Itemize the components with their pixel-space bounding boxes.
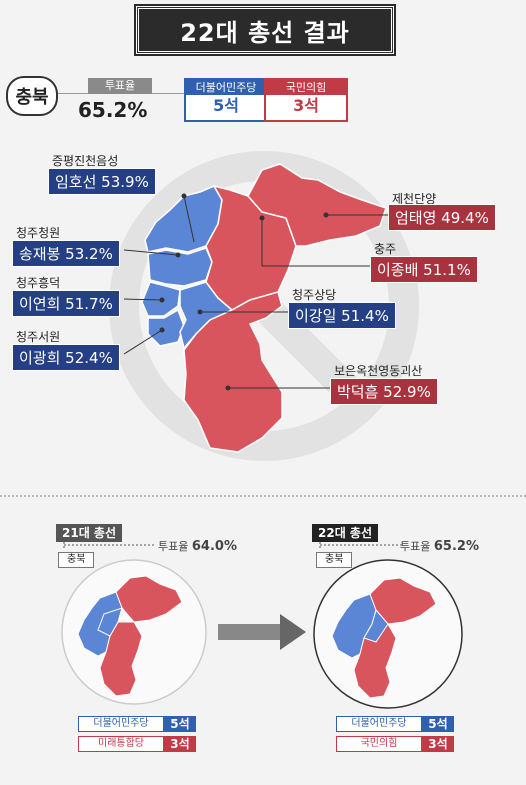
turnout-value: 64.0%: [191, 539, 237, 554]
legend-row-ppp: 국민의힘 3석: [336, 736, 454, 752]
district-winner-label: 박덕흠 52.9%: [330, 378, 438, 405]
district-winner-label: 송재봉 53.2%: [12, 240, 120, 267]
turnout-value: 65.2%: [78, 98, 148, 122]
district-name: 증평진천음성: [52, 154, 119, 168]
legend-seats: 3석: [422, 736, 454, 752]
map-22-election: [313, 559, 463, 709]
party-seats: 5석: [213, 96, 239, 115]
legend-row-future-united: 미래통합당 3석: [78, 736, 196, 752]
election-tag-21: 21대 총선: [56, 524, 122, 542]
legend-22: 더불어민주당 5석 국민의힘 3석: [336, 716, 454, 752]
party-name: 국민의힘: [266, 80, 346, 95]
district-winner-label: 엄태영 49.4%: [388, 204, 496, 231]
district-winner-label: 임호선 53.9%: [48, 168, 156, 195]
region-tag: 충북: [58, 552, 95, 568]
district-name: 청주흥덕: [16, 276, 61, 290]
turnout-label: 투표율: [158, 540, 189, 553]
district-name: 보은옥천영동괴산: [334, 364, 423, 378]
legend-party-name: 더불어민주당: [336, 716, 422, 732]
chungbuk-district-map: [123, 163, 388, 453]
leader-line: [63, 542, 156, 548]
legend-party-name: 더불어민주당: [78, 716, 164, 732]
party-box-ppp: 국민의힘 3석: [264, 78, 348, 122]
legend-row-democratic: 더불어민주당 5석: [336, 716, 454, 732]
party-seats: 3석: [293, 96, 319, 115]
leader-line: [319, 542, 402, 548]
page-title: 22대 총선 결과: [134, 4, 396, 56]
district-winner-label: 이광희 52.4%: [12, 344, 120, 371]
legend-21: 더불어민주당 5석 미래통합당 3석: [78, 716, 196, 752]
party-box-democratic: 더불어민주당 5석: [184, 78, 268, 122]
district-name: 제천단양: [392, 192, 437, 206]
district-winner-label: 이강일 51.4%: [288, 302, 396, 329]
turnout-label: 투표율: [88, 78, 152, 94]
election-tag-22: 22대 총선: [312, 524, 378, 542]
legend-seats: 5석: [164, 716, 196, 732]
party-name: 더불어민주당: [186, 80, 266, 95]
section-divider: [0, 495, 526, 497]
turnout-22: 투표율 65.2%: [400, 538, 479, 554]
arrow-right-icon: [218, 614, 306, 650]
legend-row-democratic: 더불어민주당 5석: [78, 716, 196, 732]
map-21-election: [61, 559, 207, 705]
district-name: 청주상당: [292, 288, 337, 302]
region-badge: 충북: [6, 76, 58, 116]
legend-party-name: 미래통합당: [78, 736, 164, 752]
turnout-21: 투표율 64.0%: [158, 538, 237, 554]
district-name: 청주서원: [16, 330, 61, 344]
district-name: 청주청원: [16, 226, 61, 240]
turnout-value: 65.2%: [433, 539, 479, 554]
legend-seats: 3석: [164, 736, 196, 752]
legend-seats: 5석: [422, 716, 454, 732]
region-tag: 충북: [316, 552, 353, 568]
legend-party-name: 국민의힘: [336, 736, 422, 752]
district-name: 충주: [374, 242, 397, 256]
district-jecheon-danyang: [247, 163, 387, 247]
turnout-label: 투표율: [400, 540, 431, 553]
district-winner-label: 이연희 51.7%: [12, 290, 120, 317]
district-boeun-okcheon-yeongdong-goesan: [183, 291, 283, 453]
district-winner-label: 이종배 51.1%: [370, 256, 478, 283]
